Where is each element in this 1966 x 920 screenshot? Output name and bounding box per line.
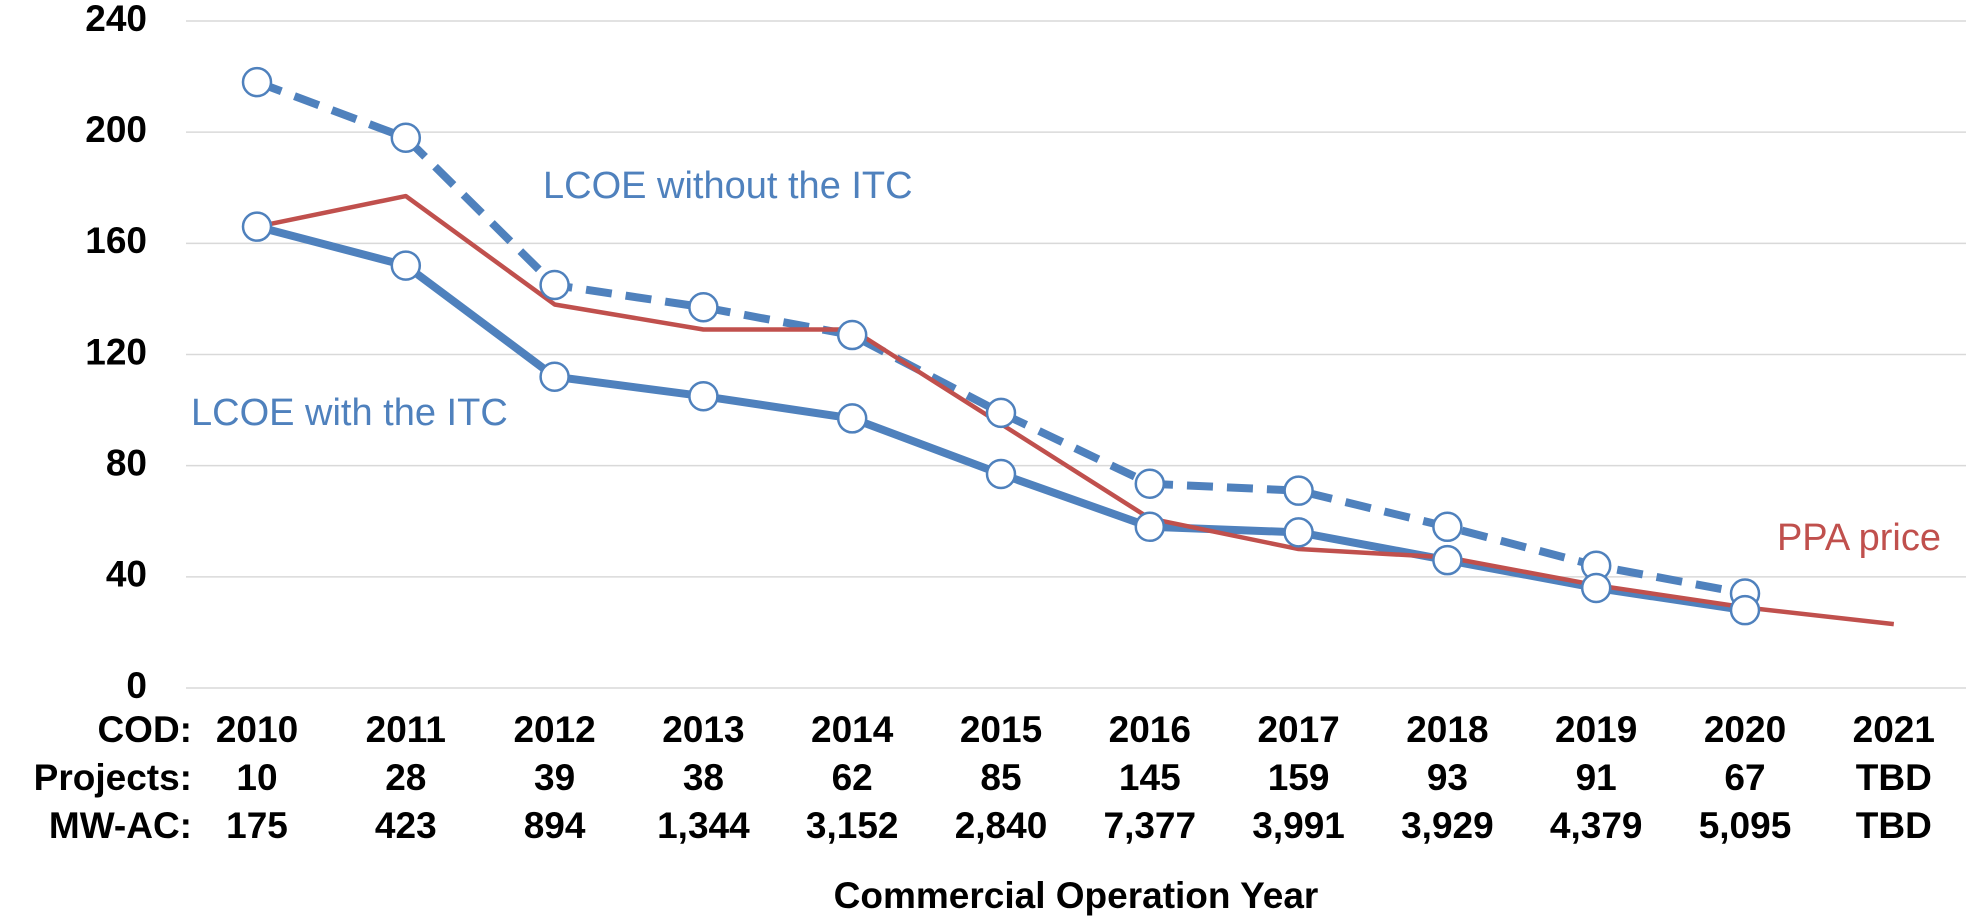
table-cell: 3,152 bbox=[806, 805, 899, 846]
series-label: PPA price bbox=[1777, 517, 1941, 559]
table-cell: 894 bbox=[524, 805, 586, 846]
table-cell: 7,377 bbox=[1104, 805, 1197, 846]
table-cell: 93 bbox=[1427, 757, 1468, 798]
marker bbox=[241, 66, 273, 98]
y-tick-label: 240 bbox=[85, 0, 147, 39]
x-axis-title: Commercial Operation Year bbox=[834, 875, 1319, 916]
x-tick-label: 2016 bbox=[1109, 709, 1191, 750]
table-cell: 91 bbox=[1576, 757, 1617, 798]
y-tick-label: 120 bbox=[85, 331, 147, 372]
x-tick-label: 2020 bbox=[1704, 709, 1786, 750]
x-tick-label: 2015 bbox=[960, 709, 1042, 750]
x-tick-label: 2018 bbox=[1406, 709, 1488, 750]
table-cell: 62 bbox=[832, 757, 873, 798]
series-label: LCOE without the ITC bbox=[543, 165, 913, 207]
table-cell: TBD bbox=[1856, 805, 1932, 846]
marker bbox=[1283, 517, 1314, 548]
x-tick-label: 2012 bbox=[513, 709, 595, 750]
table-cell: 67 bbox=[1724, 757, 1765, 798]
x-tick-label: 2019 bbox=[1555, 709, 1637, 750]
marker bbox=[688, 292, 719, 323]
marker bbox=[985, 458, 1017, 490]
table-cell: 39 bbox=[534, 757, 575, 798]
table-cell: 145 bbox=[1119, 757, 1181, 798]
series-line bbox=[255, 78, 1746, 598]
marker bbox=[390, 250, 422, 281]
marker bbox=[1283, 475, 1314, 506]
table-cell: 10 bbox=[236, 757, 277, 798]
marker bbox=[241, 211, 273, 242]
marker bbox=[390, 122, 422, 153]
y-tick-label: 0 bbox=[126, 665, 147, 706]
x-tick-label: 2021 bbox=[1853, 709, 1935, 750]
marker bbox=[539, 269, 570, 301]
x-tick-label: 2011 bbox=[366, 709, 446, 750]
marker bbox=[1432, 511, 1463, 543]
table-cell: 3,991 bbox=[1252, 805, 1345, 846]
marker bbox=[688, 380, 719, 412]
x-tick-label: 2013 bbox=[662, 709, 744, 750]
table-cell: 28 bbox=[385, 757, 426, 798]
row-label: MW-AC: bbox=[49, 805, 192, 846]
y-tick-label: 160 bbox=[85, 220, 147, 261]
table-cell: 175 bbox=[226, 805, 288, 846]
series-label: LCOE with the ITC bbox=[191, 392, 508, 434]
marker bbox=[1432, 544, 1463, 576]
table-cell: 1,344 bbox=[657, 805, 750, 846]
row-label: COD: bbox=[97, 709, 192, 750]
marker bbox=[985, 397, 1017, 429]
x-tick-label: 2017 bbox=[1257, 709, 1339, 750]
table-cell: 423 bbox=[375, 805, 437, 846]
marker bbox=[836, 403, 868, 434]
x-tick-label: 2010 bbox=[216, 709, 298, 750]
x-tick-label: 2014 bbox=[811, 709, 894, 750]
y-tick-label: 80 bbox=[106, 442, 147, 483]
table-cell: 3,929 bbox=[1401, 805, 1494, 846]
y-tick-label: 200 bbox=[85, 109, 147, 150]
marker bbox=[1729, 594, 1761, 626]
table-cell: TBD bbox=[1856, 757, 1932, 798]
table-cell: 4,379 bbox=[1550, 805, 1643, 846]
row-label: Projects: bbox=[34, 757, 192, 798]
marker bbox=[1134, 468, 1166, 499]
marker bbox=[1134, 511, 1166, 543]
marker bbox=[1580, 572, 1612, 604]
table-cell: 38 bbox=[683, 757, 724, 798]
table-cell: 5,095 bbox=[1699, 805, 1792, 846]
table-cell: 85 bbox=[980, 757, 1021, 798]
marker bbox=[539, 361, 570, 392]
table-cell: 159 bbox=[1268, 757, 1330, 798]
marker bbox=[836, 319, 868, 351]
series-line bbox=[256, 193, 1895, 627]
table-cell: 2,840 bbox=[955, 805, 1048, 846]
y-tick-label: 40 bbox=[106, 554, 147, 595]
